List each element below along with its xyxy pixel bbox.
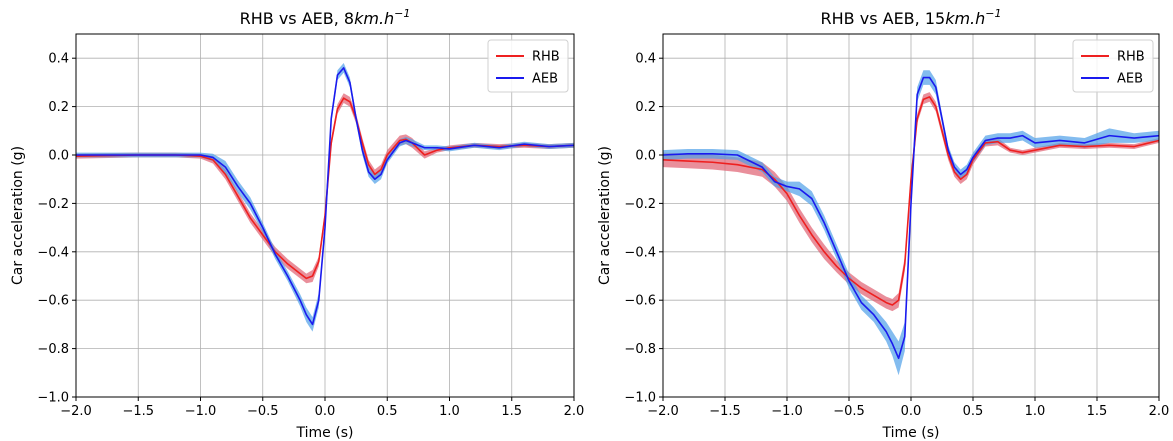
chart-title: RHB vs AEB, 8km.h−1 xyxy=(240,7,411,28)
chart-title: RHB vs AEB, 15km.h−1 xyxy=(821,7,1002,28)
y-tick-label: −0.2 xyxy=(37,197,69,212)
x-tick-label: 1.5 xyxy=(501,404,522,419)
legend: RHB AEB xyxy=(1072,39,1154,93)
chart-panel-1: −2.0 −1.5 −1.0 −0.5 0.0 0.5 1.0 1.5 2.0 −1.0 −0.8 −… xyxy=(10,7,584,441)
y-tick-label: 0.4 xyxy=(48,52,69,67)
series-line-aeb xyxy=(76,67,574,326)
x-tick-label: −0.5 xyxy=(833,404,865,419)
y-tick-label: 0.0 xyxy=(635,149,656,164)
x-tick-label: 0.5 xyxy=(377,404,398,419)
y-axis-label: Car acceleration (g) xyxy=(10,146,26,285)
legend: RHB AEB xyxy=(487,39,569,93)
legend-label-aeb: AEB xyxy=(1117,72,1143,87)
y-tick-label: −0.4 xyxy=(37,245,69,260)
x-tick-label: −0.5 xyxy=(247,404,279,419)
legend-label-rhb: RHB xyxy=(532,50,560,65)
y-tick-label: 0.0 xyxy=(48,149,69,164)
y-tick-label: −0.8 xyxy=(37,342,69,357)
y-tick-label: −0.6 xyxy=(37,294,69,309)
y-tick-label: −1.0 xyxy=(37,391,69,406)
series-line-aeb xyxy=(663,76,1159,360)
y-tick-label: 0.2 xyxy=(635,100,656,115)
x-tick-label: 2.0 xyxy=(564,404,585,419)
x-tick-label: 1.5 xyxy=(1087,404,1108,419)
plot-area xyxy=(663,70,1159,376)
x-tick-label: 0.0 xyxy=(901,404,922,419)
y-tick-label: −0.8 xyxy=(624,342,656,357)
x-tick-label: −1.5 xyxy=(122,404,154,419)
x-tick-label: −2.0 xyxy=(60,404,92,419)
y-tick-label: −0.4 xyxy=(624,245,656,260)
band-aeb xyxy=(663,70,1159,376)
plot-area xyxy=(76,63,574,332)
y-tick-label: −0.6 xyxy=(624,294,656,309)
x-axis-label: Time (s) xyxy=(882,425,940,441)
grid xyxy=(75,34,575,398)
x-tick-label: −2.0 xyxy=(647,404,679,419)
y-tick-label: 0.4 xyxy=(635,52,656,67)
y-tick-label: −1.0 xyxy=(624,391,656,406)
y-tick-label: 0.2 xyxy=(48,100,69,115)
x-tick-label: 2.0 xyxy=(1149,404,1170,419)
x-tick-label: 1.0 xyxy=(1025,404,1046,419)
legend-label-rhb: RHB xyxy=(1117,50,1145,65)
x-tick-label: −1.5 xyxy=(709,404,741,419)
y-tick-label: −0.2 xyxy=(624,197,656,212)
x-tick-label: −1.0 xyxy=(185,404,217,419)
series-line-rhb xyxy=(76,97,574,280)
x-tick-label: 0.0 xyxy=(315,404,336,419)
x-tick-label: 0.5 xyxy=(963,404,984,419)
x-axis-label: Time (s) xyxy=(296,425,354,441)
legend-label-aeb: AEB xyxy=(532,72,558,87)
x-tick-label: −1.0 xyxy=(771,404,803,419)
series-line-rhb xyxy=(663,96,1159,306)
x-tick-label: 1.0 xyxy=(439,404,460,419)
chart-panel-2: −2.0 −1.5 −1.0 −0.5 0.0 0.5 1.0 1.5 2.0 −1.0 −0.8 −… xyxy=(597,7,1169,441)
y-axis-label: Car acceleration (g) xyxy=(597,146,613,285)
